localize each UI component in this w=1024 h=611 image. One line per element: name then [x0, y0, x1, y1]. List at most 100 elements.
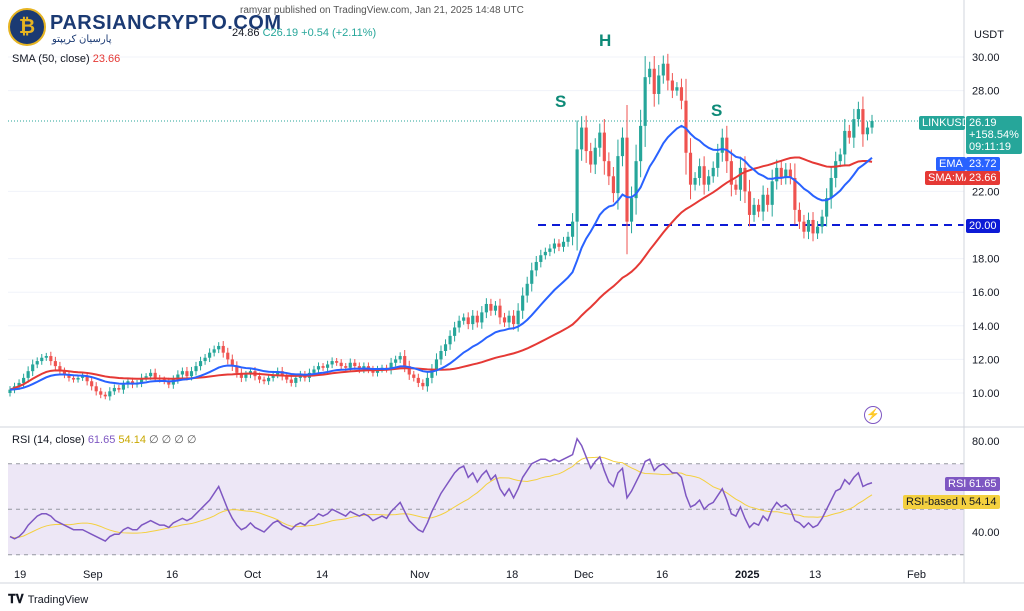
rsi-legend-label: RSI (14, close) — [12, 434, 85, 446]
time-tick-label: 16 — [656, 569, 668, 581]
candle-body — [330, 361, 334, 365]
label-right-shoulder: S — [711, 101, 722, 120]
candle-body — [793, 177, 797, 210]
candle-body — [670, 80, 674, 91]
candle-body — [657, 75, 661, 94]
candle-body — [226, 352, 230, 360]
price-tick-label: 10.00 — [972, 388, 1000, 400]
candle-body — [203, 357, 207, 362]
candle-body — [516, 310, 520, 325]
candle-body — [35, 361, 39, 365]
rsi-line — [9, 436, 873, 543]
candle-body — [861, 109, 865, 135]
candle-body — [652, 68, 656, 94]
rsi-legend[interactable]: RSI (14, close) 61.65 54.14 ∅ ∅ ∅ ∅ — [12, 433, 197, 446]
ticker-tag: LINKUSDT — [919, 116, 976, 130]
candle-body — [675, 87, 679, 91]
candle-body — [593, 147, 597, 165]
price-tick-label: 16.00 — [972, 287, 1000, 299]
time-tick-label: Dec — [574, 569, 594, 581]
rsi-legend-extra: ∅ ∅ ∅ ∅ — [149, 434, 197, 446]
candle-body — [221, 345, 225, 353]
price-tick-label: 14.00 — [972, 321, 1000, 333]
ticker-timer: 09:11:19 — [969, 141, 1012, 153]
time-tick-label: Nov — [410, 569, 430, 581]
label-left-shoulder: S — [555, 92, 566, 111]
candle-body — [852, 119, 856, 138]
footer-brand-label: TradingView — [27, 593, 89, 606]
candle-body — [339, 362, 343, 367]
candle-body — [108, 391, 112, 397]
candle-body — [811, 219, 815, 234]
candle-body — [707, 176, 711, 185]
candle-body — [743, 167, 747, 192]
label-head: H — [599, 31, 611, 50]
candle-body — [208, 352, 212, 358]
candle-body — [806, 219, 811, 232]
candle-body — [167, 381, 171, 385]
candle-body — [403, 356, 407, 367]
candle-body — [625, 137, 629, 222]
ema-tag: EMA — [936, 157, 966, 171]
logo-subtitle: پارسیان کریپتو — [52, 34, 112, 45]
candle-body — [294, 377, 298, 383]
candle-body — [829, 177, 833, 199]
candle-body — [448, 335, 452, 345]
candle-body — [534, 261, 538, 271]
time-tick-label: 13 — [809, 569, 821, 581]
sma-line — [9, 156, 873, 391]
candle-body — [548, 248, 552, 252]
candles — [8, 53, 874, 401]
candle-body — [44, 356, 48, 358]
candle-body — [589, 151, 593, 165]
candle-body — [412, 374, 416, 378]
rsi-value-tag: 61.65 — [966, 477, 1000, 491]
publish-info: ramyar published on TradingView.com, Jan… — [240, 5, 524, 16]
footer-brand[interactable]: 𝐓𝐕 TradingView — [8, 592, 88, 607]
candle-body — [566, 236, 570, 242]
candle-body — [17, 382, 21, 387]
support-tag: 20.00 — [966, 219, 1000, 233]
candle-body — [498, 305, 502, 318]
rsi-axis-ticks: 80.00 40.00 — [972, 436, 1000, 539]
alert-bolt-icon[interactable]: ⚡ — [864, 406, 882, 424]
candle-body — [847, 130, 851, 138]
candle-body — [194, 366, 198, 372]
candle-body — [335, 361, 339, 363]
candle-body — [312, 369, 316, 373]
ohlc-change: +0.54 (+2.11%) — [301, 27, 377, 39]
candle-body — [684, 100, 688, 153]
sma-legend[interactable]: SMA (50, close) 23.66 — [12, 53, 120, 65]
candle-body — [507, 315, 511, 323]
ohlc-line: 24.86 C26.19 +0.54 (+2.11%) — [232, 27, 376, 39]
candle-body — [26, 371, 30, 378]
candle-body — [439, 351, 443, 360]
candle-body — [121, 384, 126, 390]
candle-body — [797, 209, 801, 222]
candle-body — [262, 379, 266, 382]
rsi-ma-tag: RSI-based MA — [903, 495, 981, 509]
watermark-logo: ₿ PARSIANCRYPTO.COM پارسیان کریپتو — [8, 6, 281, 48]
candle-body — [543, 251, 547, 256]
candle-body — [103, 394, 107, 397]
candle-body — [430, 369, 434, 378]
candle-body — [457, 320, 461, 328]
candle-body — [688, 152, 693, 185]
candle-body — [280, 371, 284, 377]
price-axis-ticks: 30.00 28.00 22.00 18.00 16.00 14.00 12.00 10.00 — [972, 52, 1000, 400]
rsi-legend-ma-value: 54.14 — [118, 434, 146, 446]
price-axis-currency: USDT — [974, 29, 1004, 41]
candle-body — [257, 376, 262, 380]
candle-body — [230, 359, 234, 367]
candle-body — [353, 362, 357, 367]
candle-body — [185, 371, 189, 377]
ema-line — [9, 124, 873, 391]
candle-body — [398, 356, 402, 360]
rsi-band — [8, 464, 964, 555]
time-tick-label: 14 — [316, 569, 328, 581]
candle-body — [521, 295, 525, 311]
ema-value-tag: 23.72 — [966, 157, 1000, 171]
candle-body — [530, 270, 534, 284]
candle-body — [71, 377, 76, 380]
